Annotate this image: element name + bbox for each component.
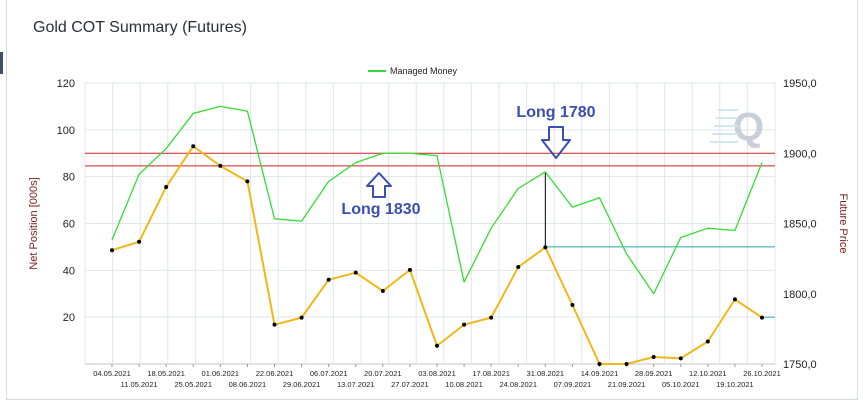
data-point	[705, 339, 710, 344]
y-tick-label: 120	[57, 78, 75, 90]
x-tick-label: 08.06.2021	[229, 380, 267, 389]
data-point	[489, 315, 494, 320]
data-point	[435, 343, 439, 348]
data-point	[272, 322, 277, 327]
x-tick-label: 26.10.2021	[743, 369, 781, 378]
x-tick-label: 24.08.2021	[499, 380, 537, 389]
data-point	[353, 270, 358, 275]
y-tick-label: 20	[63, 312, 75, 324]
annotation-long-1830: Long 1830	[341, 201, 420, 218]
x-tick-label: 14.09.2021	[581, 369, 619, 378]
x-tick-label: 06.07.2021	[310, 369, 348, 378]
x-tick-label: 10.08.2021	[445, 380, 483, 389]
data-point	[164, 184, 169, 189]
data-point	[299, 315, 304, 320]
arrow-up-icon	[366, 172, 392, 198]
data-point	[110, 248, 114, 253]
x-tick-label: 22.06.2021	[256, 369, 294, 378]
x-tick-label: 27.07.2021	[391, 380, 429, 389]
legend-label: Managed Money	[390, 66, 458, 76]
data-point	[760, 315, 764, 320]
y-tick-label: 100	[57, 125, 75, 137]
x-tick-label: 25.05.2021	[174, 380, 212, 389]
x-tick-label: 17.08.2021	[472, 369, 510, 378]
data-point	[462, 322, 467, 327]
y2-tick-label: 1850,0	[783, 219, 817, 231]
x-tick-label: 19.10.2021	[716, 380, 754, 389]
data-point	[380, 288, 385, 293]
x-tick-label: 01.06.2021	[202, 369, 240, 378]
x-tick-label: 11.05.2021	[121, 380, 158, 389]
data-point	[678, 356, 683, 361]
y2-tick-label: 1900,0	[783, 148, 817, 160]
data-point	[407, 267, 412, 272]
y2-tick-label: 1750,0	[783, 359, 817, 371]
x-tick-label: 12.10.2021	[689, 369, 727, 378]
data-point	[218, 163, 223, 168]
arrow-down-icon	[541, 126, 571, 159]
y2-tick-label: 1800,0	[783, 289, 817, 301]
x-tick-label: 28.09.2021	[635, 369, 673, 378]
x-tick-label: 04.05.2021	[93, 369, 131, 378]
x-tick-label: 20.07.2021	[364, 369, 402, 378]
y-axis-label: Net Position [000s]	[28, 177, 40, 269]
data-point	[570, 302, 575, 307]
data-point	[651, 354, 656, 359]
y2-axis-label: Future Price	[837, 194, 849, 254]
series-line-managed-money	[111, 105, 763, 295]
x-tick-label: 07.09.2021	[554, 380, 592, 389]
window-edge-accent	[0, 52, 3, 74]
x-tick-label: 03.08.2021	[418, 369, 456, 378]
x-tick-label: 29.06.2021	[283, 380, 321, 389]
data-point	[543, 245, 548, 250]
x-tick-label: 21.09.2021	[608, 380, 646, 389]
data-point	[245, 179, 250, 184]
chart-title: Gold COT Summary (Futures)	[33, 19, 247, 36]
data-point	[624, 362, 629, 366]
y-tick-label: 40	[63, 265, 75, 277]
data-point	[137, 239, 142, 244]
y-tick-label: 60	[63, 219, 75, 231]
x-tick-label: 31.08.2021	[527, 369, 565, 378]
y2-tick-label: 1950,0	[783, 78, 817, 90]
data-point	[597, 362, 602, 366]
q-logo-icon: Q	[733, 105, 764, 149]
y-tick-label: 80	[63, 172, 75, 184]
data-point	[326, 277, 331, 282]
data-point	[516, 265, 521, 270]
x-tick-label: 05.10.2021	[662, 380, 700, 389]
data-point	[191, 144, 196, 149]
x-tick-label: 18.05.2021	[147, 369, 185, 378]
x-tick-label: 13.07.2021	[337, 380, 375, 389]
data-point	[732, 297, 737, 302]
annotation-long-1780: Long 1780	[516, 104, 595, 121]
